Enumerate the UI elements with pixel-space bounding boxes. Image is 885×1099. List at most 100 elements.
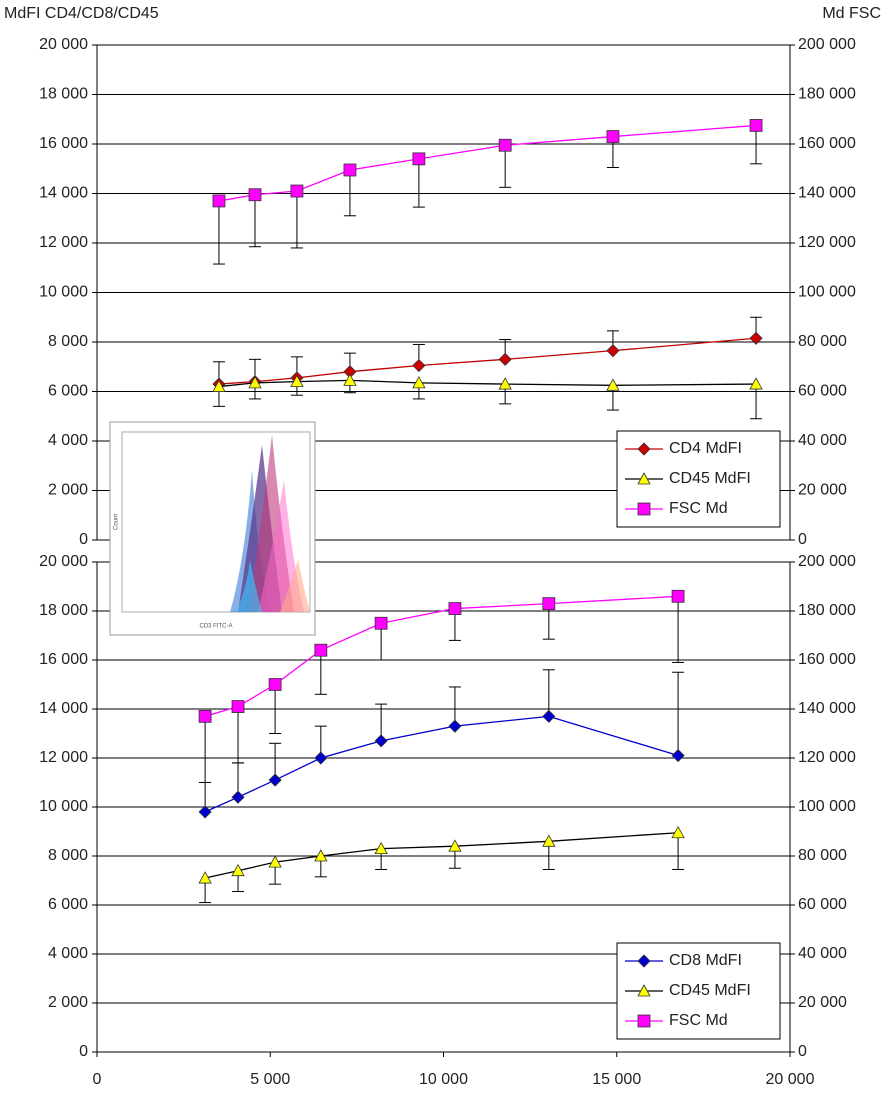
marker [290,374,304,388]
y-tick-label: 16 000 [39,135,88,152]
marker [498,352,512,366]
marker [343,373,357,386]
inset-y-label: Count [114,514,120,530]
series-line [204,832,679,879]
marker [749,119,763,132]
marker [248,188,262,202]
y2-tick-label: 160 000 [798,651,856,668]
legend-label: CD45 MdFI [669,470,751,487]
y2-tick-label: 160 000 [798,135,856,152]
y2-tick-label: 100 000 [798,798,856,815]
y-tick-label: 12 000 [39,749,88,766]
y-tick-label: 4 000 [48,945,88,962]
marker [198,805,212,819]
y-tick-label: 16 000 [39,651,88,668]
y2-tick-label: 200 000 [798,36,856,53]
y2-tick-label: 0 [798,1043,807,1060]
y-tick-label: 0 [79,1043,88,1060]
y2-tick-label: 100 000 [798,284,856,301]
marker [448,839,462,852]
x-tick-label: 20 000 [766,1071,815,1088]
marker [343,163,357,177]
y-tick-label: 20 000 [39,36,88,53]
marker [290,184,304,198]
marker [231,700,245,713]
series-line [218,124,757,202]
y2-tick-label: 0 [798,531,807,548]
marker [637,954,651,968]
marker [448,602,462,615]
marker [606,130,620,143]
marker [498,377,512,390]
marker [198,871,212,884]
y2-tick-label: 140 000 [798,185,856,202]
y2-tick-label: 140 000 [798,700,856,717]
x-tick-label: 5 000 [250,1071,290,1088]
y-tick-label: 2 000 [48,482,88,499]
y2-tick-label: 40 000 [798,432,847,449]
y2-tick-label: 180 000 [798,86,856,103]
marker [314,751,328,765]
inset-histogram: Count CD3 FITC-A [109,421,316,636]
y2-tick-label: 40 000 [798,945,847,962]
y2-axis-title: Md FSC [822,5,881,22]
y-tick-label: 18 000 [39,86,88,103]
marker [212,379,226,392]
legend-label: CD4 MdFI [669,440,742,457]
legend-label: CD45 MdFI [669,982,751,999]
marker [448,719,462,733]
x-tick-label: 15 000 [592,1071,641,1088]
marker [412,152,426,166]
marker [248,376,262,389]
y-axis-title: MdFI CD4/CD8/CD45 [4,5,159,22]
y-tick-label: 12 000 [39,234,88,251]
y2-tick-label: 120 000 [798,749,856,766]
y2-tick-label: 120 000 [798,234,856,251]
marker [374,841,388,855]
y2-tick-label: 80 000 [798,333,847,350]
y-tick-label: 18 000 [39,602,88,619]
inset-peak [236,560,262,612]
inset-peak [280,560,310,612]
y-tick-label: 14 000 [39,185,88,202]
x-tick-label: 10 000 [419,1071,468,1088]
y-tick-label: 14 000 [39,700,88,717]
marker [542,597,556,611]
legend-label: FSC Md [669,500,728,517]
y2-tick-label: 60 000 [798,896,847,913]
marker [198,709,212,723]
y-tick-label: 8 000 [48,847,88,864]
y2-tick-label: 200 000 [798,553,856,570]
marker [637,984,651,997]
marker [412,358,426,373]
series-line [218,337,757,385]
marker [314,643,328,657]
marker [671,825,685,839]
marker [231,863,245,877]
series-line [204,715,679,813]
marker [637,442,651,456]
marker [606,378,620,391]
y-tick-label: 6 000 [48,896,88,913]
marker [314,849,328,862]
y2-tick-label: 20 000 [798,482,847,499]
x-tick-label: 0 [93,1071,102,1088]
y2-tick-label: 60 000 [798,383,847,400]
marker [374,734,388,748]
plots: 0 2 000 4 000 6 000 8 000 10 000 12 000 14 000 1… [4,5,881,1088]
marker [637,472,651,485]
marker [212,194,226,208]
y-tick-label: 10 000 [39,284,88,301]
y2-tick-label: 20 000 [798,994,847,1011]
marker [637,502,651,516]
marker [749,331,763,345]
marker [268,773,282,787]
marker [231,790,245,804]
y-tick-label: 10 000 [39,798,88,815]
marker [412,376,426,389]
y-tick-label: 2 000 [48,994,88,1011]
y2-tick-label: 80 000 [798,847,847,864]
marker [542,709,556,723]
marker [671,589,685,603]
